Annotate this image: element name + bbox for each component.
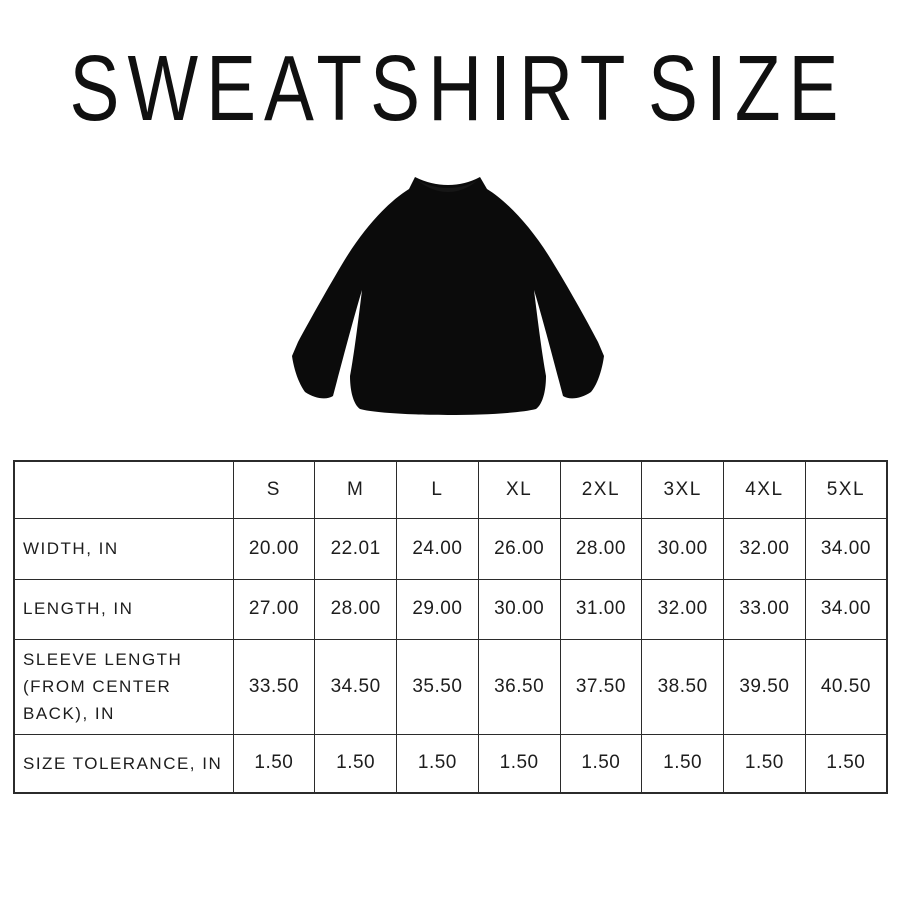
size-value-cell: 40.50	[804, 638, 888, 735]
title-banner: SWEATSHIRT SIZE	[70, 36, 847, 138]
size-value-cell: 1.50	[804, 733, 888, 794]
size-value-cell: 31.00	[559, 578, 643, 640]
size-value-cell: 20.00	[232, 517, 316, 580]
table-row: WIDTH, IN 20.00 22.01 24.00 26.00 28.00 30.00 3…	[13, 517, 888, 580]
table-row: LENGTH, IN 27.00 28.00 29.00 30.00 31.00 32.00…	[13, 578, 888, 640]
size-column-header: 4XL	[723, 460, 806, 519]
size-value-cell: 1.50	[396, 733, 479, 794]
size-value-cell: 22.01	[314, 517, 397, 580]
measurement-row-label: WIDTH, IN	[13, 517, 234, 580]
size-table-header-row: S M L XL 2XL 3XL 4XL 5XL	[13, 460, 888, 519]
size-value-cell: 28.00	[314, 578, 397, 640]
size-value-cell: 1.50	[477, 733, 561, 794]
size-value-cell: 24.00	[396, 517, 479, 580]
size-value-cell: 1.50	[723, 733, 806, 794]
size-value-cell: 34.50	[314, 638, 397, 735]
size-value-cell: 34.00	[804, 517, 888, 580]
page-title: SWEATSHIRT SIZE	[70, 36, 847, 138]
size-column-header: S	[232, 460, 316, 519]
sweatshirt-image	[292, 177, 604, 415]
size-value-cell: 38.50	[641, 638, 724, 735]
size-value-cell: 28.00	[559, 517, 643, 580]
size-value-cell: 1.50	[314, 733, 397, 794]
size-value-cell: 35.50	[396, 638, 479, 735]
size-column-header: 2XL	[559, 460, 643, 519]
sweatshirt-silhouette	[292, 177, 604, 415]
size-value-cell: 1.50	[641, 733, 724, 794]
size-table: S M L XL 2XL 3XL 4XL 5XL WIDTH, IN 20.00 22.01 24.…	[13, 460, 888, 794]
size-value-cell: 1.50	[559, 733, 643, 794]
table-row: SLEEVE LENGTH (FROM CENTER BACK), IN 33.5…	[13, 638, 888, 735]
collar-detail	[417, 180, 478, 192]
measurement-row-label: SLEEVE LENGTH (FROM CENTER BACK), IN	[13, 638, 234, 735]
size-value-cell: 29.00	[396, 578, 479, 640]
size-value-cell: 37.50	[559, 638, 643, 735]
size-column-header: XL	[477, 460, 561, 519]
corner-cell	[13, 460, 234, 519]
size-column-header: 3XL	[641, 460, 724, 519]
size-column-header: L	[396, 460, 479, 519]
size-value-cell: 36.50	[477, 638, 561, 735]
table-row: SIZE TOLERANCE, IN 1.50 1.50 1.50 1.50 1.50 1.…	[13, 733, 888, 794]
measurement-row-label: LENGTH, IN	[13, 578, 234, 640]
size-value-cell: 32.00	[723, 517, 806, 580]
size-value-cell: 33.50	[232, 638, 316, 735]
size-value-cell: 27.00	[232, 578, 316, 640]
size-value-cell: 30.00	[477, 578, 561, 640]
size-value-cell: 32.00	[641, 578, 724, 640]
size-value-cell: 33.00	[723, 578, 806, 640]
size-value-cell: 1.50	[232, 733, 316, 794]
measurement-row-label: SIZE TOLERANCE, IN	[13, 733, 234, 794]
size-column-header: M	[314, 460, 397, 519]
size-value-cell: 26.00	[477, 517, 561, 580]
size-column-header: 5XL	[804, 460, 888, 519]
size-value-cell: 30.00	[641, 517, 724, 580]
size-value-cell: 39.50	[723, 638, 806, 735]
size-value-cell: 34.00	[804, 578, 888, 640]
